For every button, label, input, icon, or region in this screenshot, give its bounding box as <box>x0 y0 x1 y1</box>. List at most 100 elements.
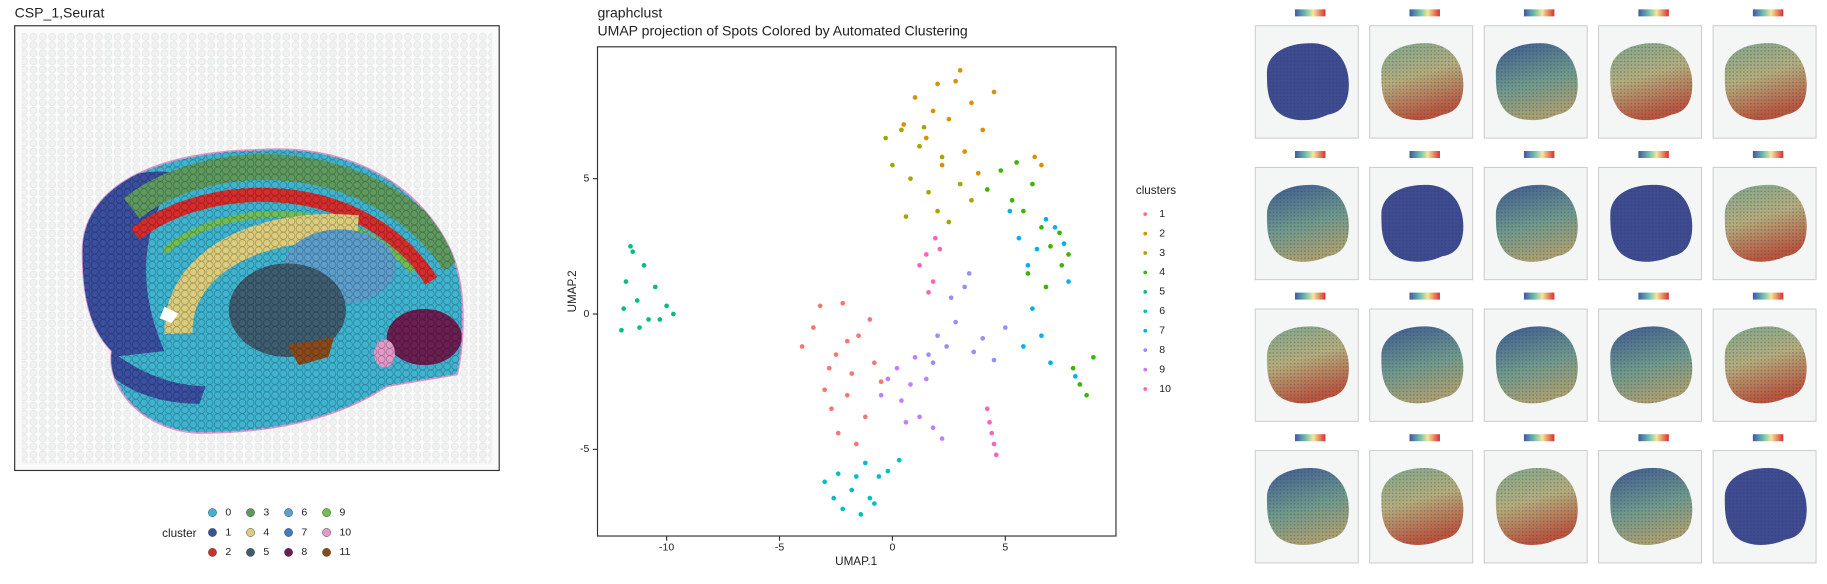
point <box>630 249 636 255</box>
thumb-texture <box>1724 326 1807 404</box>
point <box>944 344 949 349</box>
legend-swatch <box>1143 270 1148 275</box>
plot-frame <box>596 46 1117 537</box>
point <box>885 468 891 474</box>
point <box>912 354 918 360</box>
point <box>1002 325 1008 330</box>
point <box>903 419 909 425</box>
point <box>953 319 958 325</box>
thumb-texture <box>1610 468 1693 546</box>
point <box>878 379 884 385</box>
point <box>811 325 816 330</box>
point <box>935 208 940 214</box>
point <box>962 149 968 154</box>
point <box>926 290 931 295</box>
point <box>657 317 663 322</box>
spatial-title: CSP_1,Seurat <box>15 5 105 21</box>
point <box>853 474 859 479</box>
point <box>1059 262 1065 268</box>
legend-label: 9 <box>339 506 345 518</box>
point <box>849 371 855 376</box>
point <box>646 317 651 322</box>
x-tick-label: -10 <box>659 542 674 554</box>
thumb-texture <box>1266 184 1349 262</box>
point <box>637 325 642 330</box>
thumb-texture <box>1495 468 1578 546</box>
point <box>935 81 940 87</box>
point <box>1048 243 1053 249</box>
point <box>1014 160 1019 165</box>
legend-label: 3 <box>1159 247 1165 259</box>
legend-label: 2 <box>225 546 231 558</box>
point <box>1007 208 1013 214</box>
point <box>1030 181 1035 187</box>
legend-label: 6 <box>1159 305 1165 317</box>
point <box>987 419 992 425</box>
point <box>829 406 834 412</box>
thumb-texture <box>1495 43 1578 121</box>
point <box>901 122 907 127</box>
legend-label: 3 <box>263 506 269 518</box>
legend-label: 1 <box>1159 208 1165 220</box>
point <box>998 168 1004 173</box>
point <box>903 214 909 219</box>
legend: 0 1 2 3 4 5 6 7 8 9 10 11 <box>208 506 351 558</box>
point <box>641 262 647 268</box>
point <box>930 425 936 431</box>
legend-label: 9 <box>1159 363 1165 375</box>
chart-title: graphclust <box>598 5 663 21</box>
point <box>926 189 931 195</box>
colorbar <box>1523 9 1555 17</box>
point <box>930 360 936 366</box>
point <box>1048 360 1053 366</box>
legend-swatch <box>246 528 255 537</box>
point <box>908 176 913 181</box>
point <box>917 262 922 268</box>
point <box>867 495 873 501</box>
point <box>957 181 963 187</box>
y-tick-label: 5 <box>583 172 589 184</box>
point <box>849 487 855 493</box>
point <box>991 357 997 363</box>
thumb-texture <box>1266 468 1349 546</box>
colorbar <box>1409 434 1440 442</box>
point <box>896 457 902 463</box>
colorbar <box>1752 150 1784 158</box>
point <box>946 219 952 225</box>
point <box>826 365 832 371</box>
legend-label: 7 <box>1159 325 1165 337</box>
thumb-texture <box>1266 326 1349 404</box>
point <box>899 398 904 403</box>
point <box>1039 225 1044 230</box>
legend-label: 7 <box>301 526 307 538</box>
point <box>876 474 882 479</box>
feature-grid <box>1254 9 1817 564</box>
thumb-texture <box>1724 184 1807 262</box>
colorbar <box>1409 292 1440 300</box>
legend-label: 5 <box>263 546 269 558</box>
thumb-texture <box>1495 326 1578 404</box>
thumb-texture <box>1381 326 1464 404</box>
point <box>822 479 828 485</box>
colorbar <box>1752 292 1784 300</box>
point <box>930 279 936 284</box>
legend-label: 11 <box>339 546 350 558</box>
colorbar <box>1295 150 1326 158</box>
colorbar <box>1523 150 1555 158</box>
point <box>923 376 929 382</box>
point <box>619 327 624 333</box>
x-tick-label: 5 <box>1002 542 1008 554</box>
point <box>908 382 913 387</box>
point <box>1021 208 1026 214</box>
point <box>984 187 990 192</box>
point <box>1025 271 1031 276</box>
legend-swatch <box>246 548 255 557</box>
legend-label: 8 <box>1159 344 1165 356</box>
point <box>890 162 895 168</box>
point <box>923 252 929 257</box>
colorbar <box>1752 9 1784 17</box>
point <box>971 349 977 355</box>
legend-swatch <box>208 508 217 517</box>
point <box>966 271 972 276</box>
